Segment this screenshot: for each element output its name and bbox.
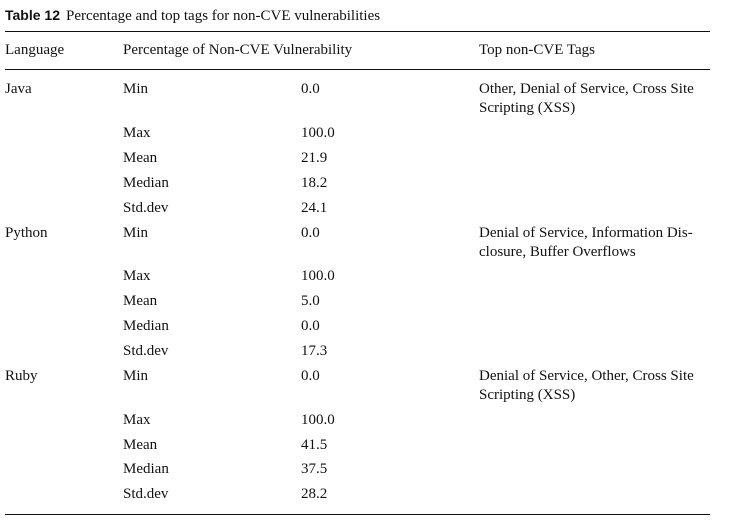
top-rule	[5, 31, 710, 32]
tags-java: Other, Denial of Service, Cross Site Scr…	[479, 81, 694, 116]
table-caption-label: Table 12	[5, 7, 60, 23]
stat-name: Median	[123, 175, 169, 191]
stat-name: Median	[123, 461, 169, 477]
stat-name: Min	[123, 225, 149, 241]
stat-value: 100.0	[301, 268, 335, 284]
stat-name: Mean	[123, 293, 158, 309]
stat-value: 41.5	[301, 437, 328, 453]
stat-name: Mean	[123, 150, 158, 166]
language-python: Python	[5, 225, 48, 241]
tags-python: Denial of Service, Information Dis-closu…	[479, 225, 693, 260]
stat-name: Mean	[123, 437, 158, 453]
stat-value: 100.0	[301, 412, 335, 428]
stat-value: 0.0	[301, 318, 320, 334]
header-language: Language	[5, 42, 65, 58]
stat-name: Min	[123, 81, 149, 97]
stat-name: Max	[123, 268, 151, 284]
stat-value: 0.0	[301, 81, 320, 97]
stat-value: 28.2	[301, 486, 328, 502]
stat-name: Std.dev	[123, 486, 169, 502]
stat-name: Median	[123, 318, 169, 334]
stat-name: Min	[123, 368, 149, 384]
header-percentage: Percentage of Non-CVE Vulnerability	[123, 42, 353, 58]
table-caption-text: Percentage and top tags for non-CVE vuln…	[66, 8, 381, 24]
bottom-rule	[5, 514, 710, 515]
stat-name: Max	[123, 125, 151, 141]
stat-name: Std.dev	[123, 200, 169, 216]
header-rule	[5, 69, 710, 70]
stat-value: 0.0	[301, 225, 320, 241]
language-java: Java	[5, 81, 32, 97]
stat-value: 17.3	[301, 343, 328, 359]
tags-ruby: Denial of Service, Other, Cross Site Scr…	[479, 368, 694, 403]
stat-value: 37.5	[301, 461, 328, 477]
stat-value: 100.0	[301, 125, 335, 141]
stat-value: 0.0	[301, 368, 320, 384]
stat-value: 21.9	[301, 150, 328, 166]
stat-name: Max	[123, 412, 151, 428]
stat-value: 18.2	[301, 175, 328, 191]
stat-value: 5.0	[301, 293, 320, 309]
header-tags: Top non-CVE Tags	[479, 42, 595, 58]
table-caption: Table 12 Percentage and top tags for non-…	[5, 6, 380, 25]
stat-name: Std.dev	[123, 343, 169, 359]
language-ruby: Ruby	[5, 368, 38, 384]
stat-value: 24.1	[301, 200, 328, 216]
